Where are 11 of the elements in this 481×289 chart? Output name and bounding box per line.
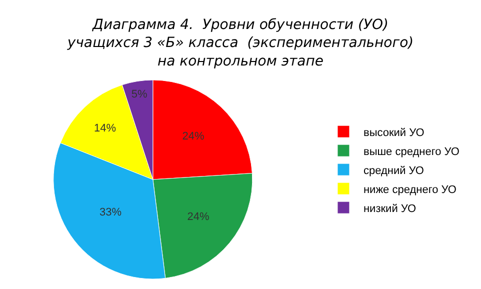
data-label: 33%	[100, 206, 122, 218]
legend-label: средний УО	[363, 164, 424, 177]
data-label: 14%	[94, 122, 116, 135]
data-label: 24%	[182, 130, 204, 142]
legend-label: выше среднего УО	[363, 146, 460, 158]
data-label: 5%	[131, 88, 148, 101]
legend-label: низкий УО	[363, 202, 417, 215]
legend-label: высокий УО	[363, 126, 425, 139]
chart-title: Диаграмма 4. Уровни обученности (УО) учащихся 3 «Б» класса (экспериментального) на контрольном этапе	[66, 16, 414, 70]
legend-label: ниже среднего УО	[363, 184, 457, 196]
data-label: 24%	[187, 211, 210, 224]
